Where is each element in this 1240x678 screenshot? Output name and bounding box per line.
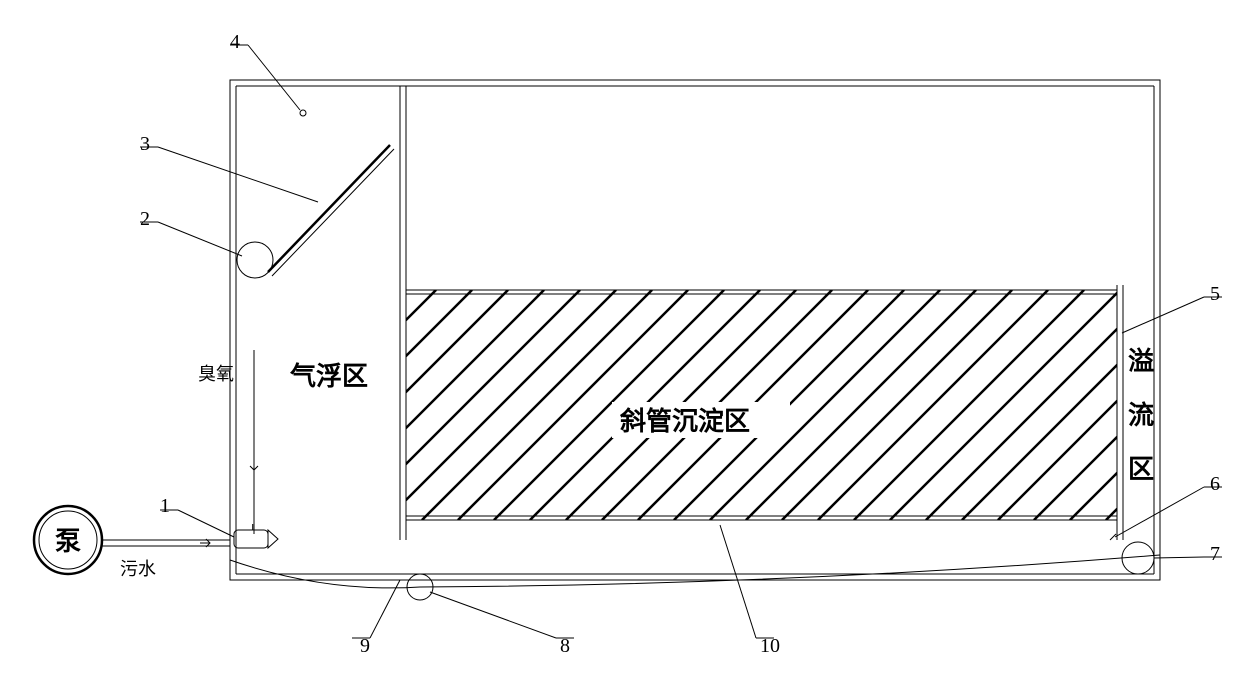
hatch-line (782, 290, 1012, 520)
spray-nozzle (300, 110, 306, 116)
callout-number-6: 6 (1210, 473, 1220, 495)
callout-number-3: 3 (140, 133, 150, 155)
pump-label: 泵 (55, 527, 81, 556)
hatch-line (242, 290, 472, 520)
callout-number-5: 5 (1210, 283, 1220, 305)
hatch-line (1178, 290, 1240, 520)
callout-7: 7 (1154, 543, 1222, 565)
hatch-line (170, 290, 400, 520)
scum-baffle (268, 145, 394, 276)
inflow-pipe (102, 539, 230, 547)
callout-3: 3 (140, 133, 318, 202)
callout-number-2: 2 (140, 208, 150, 230)
hatch-line (350, 290, 580, 520)
tank-walls (230, 80, 1160, 580)
callout-2: 2 (140, 208, 242, 256)
callout-number-1: 1 (160, 495, 170, 517)
flotation-zone-label: 气浮区 (289, 361, 368, 391)
svg-text:流: 流 (1128, 401, 1154, 430)
sewage-label: 污水 (120, 559, 156, 579)
svg-text:区: 区 (1128, 455, 1154, 484)
hatch-line (278, 290, 508, 520)
hatch-line (818, 290, 1048, 520)
sludge-collector (230, 555, 1160, 588)
scum-trough (237, 242, 273, 278)
callout-8: 8 (430, 592, 574, 657)
overflow-zone-label: 溢流区 (1128, 347, 1154, 484)
hatch-line (854, 290, 1084, 520)
callout-number-9: 9 (360, 635, 370, 657)
callout-9: 9 (352, 580, 400, 657)
hatch-line (962, 290, 1192, 520)
callout-10: 10 (720, 525, 780, 657)
svg-text:溢: 溢 (1128, 347, 1154, 376)
callout-number-8: 8 (560, 635, 570, 657)
overflow-wall (1117, 285, 1123, 540)
callout-4: 4 (230, 31, 300, 110)
hatch-line (206, 290, 436, 520)
callout-number-4: 4 (230, 31, 240, 53)
hatch-line (998, 290, 1228, 520)
hatch-line (890, 290, 1120, 520)
hanging-baffle (400, 86, 406, 540)
callout-number-10: 10 (760, 635, 780, 657)
callout-number-7: 7 (1210, 543, 1220, 565)
ozone-line (250, 350, 258, 534)
hatch-line (314, 290, 544, 520)
hatch-line (386, 290, 616, 520)
hatch-line (1142, 290, 1240, 520)
callout-1: 1 (160, 495, 234, 537)
settling-zone-label: 斜管沉淀区 (619, 406, 750, 436)
inclined-tube-zone (170, 290, 1240, 520)
inlet-mixer (234, 524, 278, 548)
hatch-line (926, 290, 1156, 520)
ozone-label: 臭氧 (198, 364, 234, 384)
callout-5: 5 (1122, 283, 1222, 333)
